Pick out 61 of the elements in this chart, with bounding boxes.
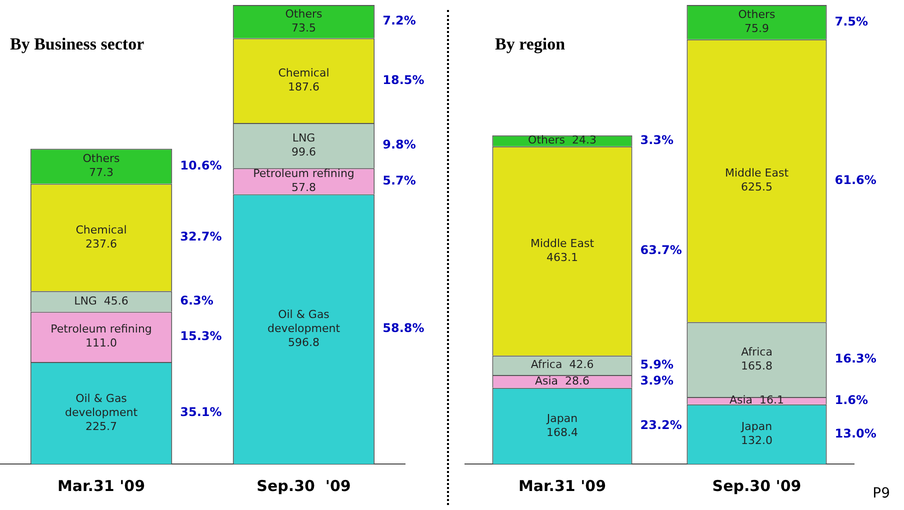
series-label: Chemical bbox=[278, 66, 330, 80]
annotation: 6.3% bbox=[180, 294, 214, 308]
annotation: 63.7% bbox=[640, 243, 682, 258]
x-tick-label: Mar.31 '09 bbox=[57, 476, 146, 495]
annotation: 35.1% bbox=[180, 405, 222, 420]
annotation: 61.6% bbox=[834, 172, 876, 187]
text: By region bbox=[495, 34, 566, 54]
text: Asia 28.6 bbox=[534, 374, 590, 388]
annotation: 7.5% bbox=[834, 14, 868, 28]
annotation: 18.5% bbox=[382, 72, 424, 87]
series-label: Others bbox=[738, 8, 776, 22]
data-label: 463.1 bbox=[546, 250, 578, 264]
annotation: 9.8% bbox=[382, 138, 416, 152]
text: Middle East bbox=[724, 166, 789, 180]
data-label: 165.8 bbox=[741, 359, 772, 372]
text: Others bbox=[82, 152, 120, 166]
data-label: 77.3 bbox=[89, 166, 114, 180]
annotation: 3.3% bbox=[640, 132, 674, 147]
data-label: 168.4 bbox=[546, 426, 578, 439]
text: P9 bbox=[872, 486, 890, 502]
data-label: 596.8 bbox=[288, 336, 320, 349]
text: By Business sector bbox=[10, 34, 145, 54]
data-label: 237.6 bbox=[86, 237, 117, 250]
data-label: 111.0 bbox=[86, 336, 117, 350]
text: Oil & Gas development bbox=[267, 308, 340, 335]
annotation: 3.9% bbox=[640, 374, 674, 388]
series-label: Middle East bbox=[530, 236, 595, 250]
text: LNG 45.6 bbox=[74, 294, 128, 308]
data-label: 99.6 bbox=[292, 145, 316, 158]
annotation: 58.8% bbox=[382, 321, 424, 336]
data-label: 625.5 bbox=[741, 180, 772, 194]
annotation: 5.7% bbox=[382, 173, 416, 188]
data-label: 187.6 bbox=[288, 80, 320, 94]
series-label: Japan bbox=[740, 420, 772, 434]
annotation: 7.2% bbox=[382, 14, 416, 28]
annotation: 16.3% bbox=[834, 352, 876, 366]
series-label: Africa bbox=[741, 345, 772, 358]
annotation: 23.2% bbox=[640, 418, 682, 432]
text: Others 24.3 bbox=[528, 134, 596, 147]
data-label: 73.5 bbox=[292, 21, 316, 34]
text: Chemical bbox=[76, 223, 127, 236]
text: Africa 42.6 bbox=[530, 358, 594, 372]
annotation: 1.6% bbox=[834, 392, 868, 407]
series-label: LNG bbox=[292, 131, 316, 144]
x-tick-label: Sep.30 '09 bbox=[712, 476, 802, 495]
series-label: Petroleum refining bbox=[253, 166, 354, 180]
text: Petroleum refining bbox=[50, 322, 152, 336]
text: Japan bbox=[546, 412, 578, 425]
data-label: 75.9 bbox=[744, 22, 769, 36]
data-label: 132.0 bbox=[741, 434, 772, 448]
data-label: 225.7 bbox=[86, 420, 117, 433]
x-tick-label: Mar.31 '09 bbox=[518, 476, 606, 495]
annotation: 15.3% bbox=[180, 329, 222, 343]
series-label: Oil & Gas development bbox=[64, 392, 138, 419]
annotation: 13.0% bbox=[834, 426, 876, 440]
annotation: 5.9% bbox=[640, 357, 674, 372]
data-label: 57.8 bbox=[292, 180, 316, 194]
x-tick-label: Sep.30 '09 bbox=[256, 476, 351, 495]
annotation: 10.6% bbox=[180, 158, 222, 172]
annotation: 32.7% bbox=[180, 230, 222, 244]
series-label: Others bbox=[285, 7, 322, 20]
